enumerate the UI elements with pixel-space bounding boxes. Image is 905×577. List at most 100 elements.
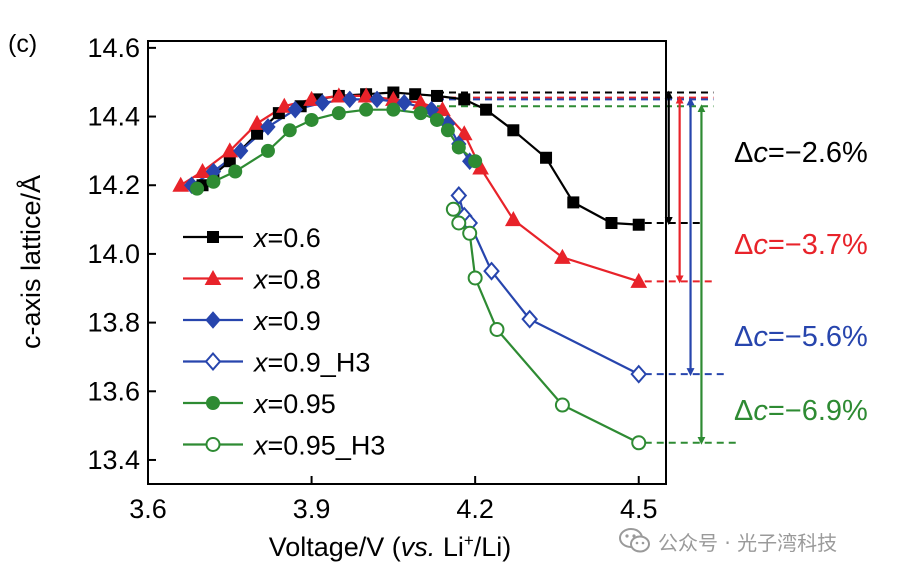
data-point <box>172 176 190 192</box>
x-axis-label-superscript: + <box>464 531 474 550</box>
data-point <box>507 124 520 137</box>
legend-item: x=0.9_H3 <box>183 348 370 378</box>
y-tick-label: 14.0 <box>87 239 140 269</box>
svg-text:Δc=−3.7%: Δc=−3.7% <box>734 229 868 261</box>
data-point <box>357 87 375 103</box>
legend-label: x=0.6 <box>252 223 321 253</box>
delta-label-0: Δc=−2.6% <box>734 137 868 169</box>
data-point <box>480 103 493 116</box>
data-point <box>282 123 297 138</box>
delta-italic: c <box>753 395 768 427</box>
legend-label-value: =0.95_H3 <box>268 431 386 461</box>
legend-label-var: x <box>252 431 269 461</box>
x-axis-label: Voltage/V (vs. Li+/Li) <box>269 531 512 562</box>
legend-marker <box>204 351 222 372</box>
legend: x=0.6x=0.8x=0.9x=0.9_H3x=0.95x=0.95_H3 <box>183 223 385 461</box>
y-tick-label: 13.8 <box>87 308 140 338</box>
data-point <box>221 142 239 158</box>
legend-label-value: =0.8 <box>268 265 321 295</box>
legend-marker <box>206 396 220 410</box>
wechat-icon <box>619 528 650 553</box>
data-point <box>331 106 346 121</box>
data-point <box>567 196 580 209</box>
y-axis-label: c-axis lattice/Å <box>15 175 46 349</box>
data-point <box>303 90 320 106</box>
legend-marker <box>204 269 222 285</box>
x-tick-label: 3.6 <box>129 494 167 524</box>
delta-symbol: Δ <box>734 395 753 427</box>
data-point <box>396 94 412 112</box>
delta-italic: c <box>753 229 768 261</box>
axis-ticks <box>147 46 640 484</box>
y-tick-label: 14.4 <box>87 102 140 132</box>
y-tick-label: 14.6 <box>87 33 140 63</box>
delta-value: =−6.9% <box>768 395 868 427</box>
data-point <box>554 248 571 264</box>
data-point <box>429 112 444 127</box>
data-point <box>314 94 331 112</box>
series-markers <box>172 86 648 451</box>
x-axis-label-italic: vs. <box>401 532 436 562</box>
delta-label-3: Δc=−6.9% <box>734 395 868 427</box>
data-point <box>632 218 645 231</box>
data-point <box>540 151 553 164</box>
data-point <box>489 321 505 337</box>
y-tick-label: 14.2 <box>87 170 140 200</box>
legend-label-var: x <box>252 265 269 295</box>
legend-item: x=0.9 <box>183 306 321 336</box>
legend-item: x=0.8 <box>183 265 321 295</box>
legend-label-var: x <box>252 306 269 336</box>
data-point <box>430 89 443 102</box>
data-point <box>194 162 211 178</box>
legend-label: x=0.95_H3 <box>252 431 385 461</box>
data-point <box>228 164 243 179</box>
legend-label-var: x <box>252 348 269 378</box>
legend-label: x=0.9_H3 <box>252 348 370 378</box>
data-point <box>206 174 221 189</box>
data-point <box>504 211 522 227</box>
x-axis-label-part: Li <box>435 532 464 562</box>
svg-text:Δc=−5.6%: Δc=−5.6% <box>734 321 868 353</box>
panel-label: (c) <box>8 30 37 58</box>
data-point <box>445 201 461 217</box>
series-line <box>180 94 640 283</box>
data-point <box>630 364 648 384</box>
legend-item: x=0.6 <box>183 223 321 253</box>
legend-label-var: x <box>252 223 269 253</box>
legend-marker <box>205 437 221 452</box>
legend-marker <box>207 231 219 243</box>
data-point <box>260 118 276 136</box>
delta-label-1: Δc=−3.7% <box>734 229 868 261</box>
svg-text:Δc=−2.6%: Δc=−2.6% <box>734 137 868 169</box>
data-point <box>458 93 471 106</box>
legend-label: x=0.8 <box>252 265 321 295</box>
data-point <box>409 88 422 101</box>
x-tick-label: 4.5 <box>620 494 658 524</box>
data-point <box>287 100 303 119</box>
x-tick-labels: 3.6 3.9 4.2 4.5 <box>129 494 657 524</box>
data-point <box>451 215 467 231</box>
x-axis-label-part: Voltage/V ( <box>269 532 401 562</box>
legend-label-value: =0.9_H3 <box>268 348 371 378</box>
series-lines <box>180 91 640 444</box>
data-point <box>483 261 500 281</box>
legend-marker <box>205 311 221 329</box>
data-point <box>554 397 570 413</box>
legend-label-value: =0.6 <box>268 223 321 253</box>
legend-item: x=0.95_H3 <box>183 431 385 461</box>
x-tick-label: 4.2 <box>456 494 494 524</box>
plot-frame <box>147 40 667 485</box>
data-point <box>462 225 478 241</box>
data-point <box>260 143 275 158</box>
data-point <box>521 309 539 329</box>
data-point <box>233 142 249 160</box>
data-point <box>359 102 374 117</box>
delta-symbol: Δ <box>734 229 753 261</box>
legend-label-value: =0.9 <box>268 306 321 336</box>
change-arrows <box>664 90 706 445</box>
data-point <box>455 125 473 141</box>
data-point <box>451 140 466 155</box>
data-point <box>369 90 385 109</box>
delta-value: =−2.6% <box>768 137 868 169</box>
y-tick-label: 13.4 <box>87 445 140 475</box>
